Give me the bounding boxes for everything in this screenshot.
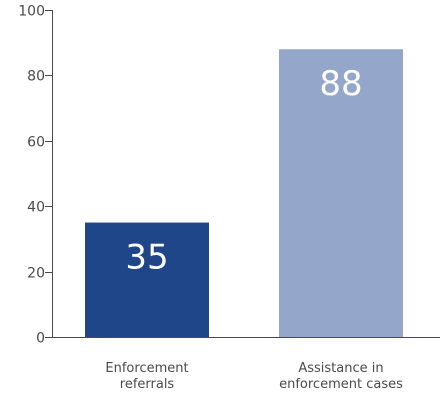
x-category-label: Assistance in — [298, 361, 383, 376]
bars: 35 88 — [85, 49, 403, 338]
y-tick-label: 60 — [27, 135, 45, 151]
y-tick-label: 0 — [36, 331, 45, 347]
x-category-label: enforcement cases — [279, 377, 403, 392]
data-label: 35 — [125, 238, 168, 278]
y-tick-label: 100 — [18, 4, 45, 20]
x-category-label: Enforcement — [105, 361, 188, 376]
y-tick-label: 20 — [27, 266, 45, 282]
y-tick-label: 80 — [27, 69, 45, 85]
y-tick-label: 40 — [27, 200, 45, 216]
bar — [279, 49, 403, 338]
x-category-label: referrals — [120, 377, 175, 392]
data-label: 88 — [319, 64, 362, 104]
bar — [85, 222, 209, 337]
y-axis: 0 20 40 60 80 100 — [18, 4, 53, 347]
